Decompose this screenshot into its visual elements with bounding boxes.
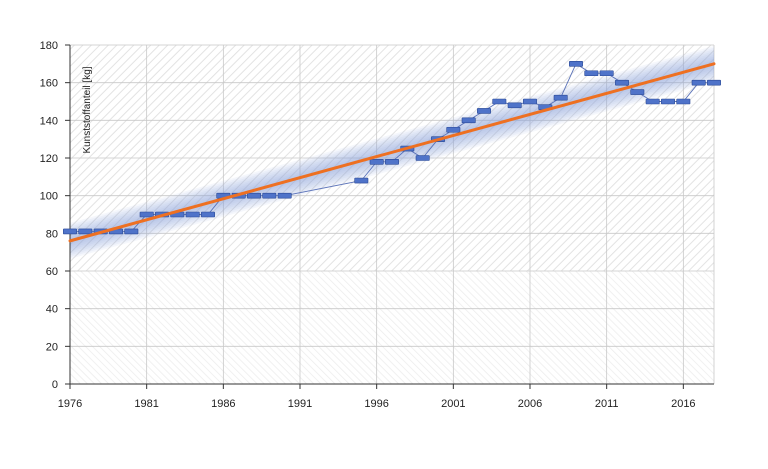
data-point (262, 192, 277, 199)
data-point (139, 211, 154, 218)
y-tick-label: 60 (46, 266, 58, 278)
data-point (369, 158, 384, 165)
x-tick-label: 1986 (211, 398, 235, 410)
data-point (124, 228, 139, 235)
y-axis-label: Kunststoffanteil [kg] (82, 66, 93, 153)
x-tick-label: 2006 (518, 398, 542, 410)
data-point (523, 98, 537, 105)
data-point (277, 192, 292, 199)
y-tick-label: 180 (40, 40, 58, 52)
x-tick-label: 1976 (58, 398, 82, 410)
y-tick-label: 0 (52, 379, 58, 391)
trend-line (68, 62, 716, 243)
data-point (599, 70, 614, 77)
y-axis-ticks: 0 20 40 60 80 100 120 140 160 180 (40, 40, 70, 391)
y-tick-label: 20 (46, 341, 58, 353)
data-point (707, 79, 721, 86)
data-point (645, 98, 660, 105)
x-tick-label: 2016 (671, 398, 695, 410)
data-point (507, 102, 522, 109)
y-tick-label: 100 (40, 191, 58, 203)
data-point (415, 155, 430, 161)
data-point (461, 117, 476, 124)
data-point (446, 126, 461, 133)
hatch-lower (70, 271, 714, 384)
data-point (201, 211, 215, 218)
x-tick-label: 2001 (441, 398, 465, 410)
data-point (661, 98, 675, 105)
data-point (63, 228, 77, 235)
data-point (676, 98, 691, 105)
data-point (553, 94, 568, 101)
data-point (584, 70, 599, 77)
data-point (492, 98, 507, 105)
data-point (385, 158, 399, 165)
x-tick-label: 2011 (595, 398, 619, 410)
y-tick-label: 40 (46, 304, 58, 316)
data-point (185, 211, 200, 218)
x-tick-label: 1991 (288, 398, 312, 410)
trend-series (68, 62, 716, 243)
data-point (691, 79, 706, 86)
data-point (477, 108, 491, 114)
y-tick-label: 120 (40, 153, 58, 165)
data-point (615, 79, 629, 86)
y-tick-label: 140 (40, 115, 58, 127)
y-tick-label: 80 (46, 228, 58, 240)
data-point (78, 228, 93, 235)
x-tick-label: 1981 (134, 398, 158, 410)
y-tick-label: 160 (40, 78, 58, 90)
data-point (630, 89, 645, 95)
data-point (247, 192, 261, 199)
x-axis-ticks: 1976 1981 1986 1991 1996 2001 2006 2011 2016 (58, 384, 696, 410)
x-tick-label: 1996 (364, 398, 388, 410)
data-point (354, 177, 369, 184)
data-point (569, 61, 583, 67)
